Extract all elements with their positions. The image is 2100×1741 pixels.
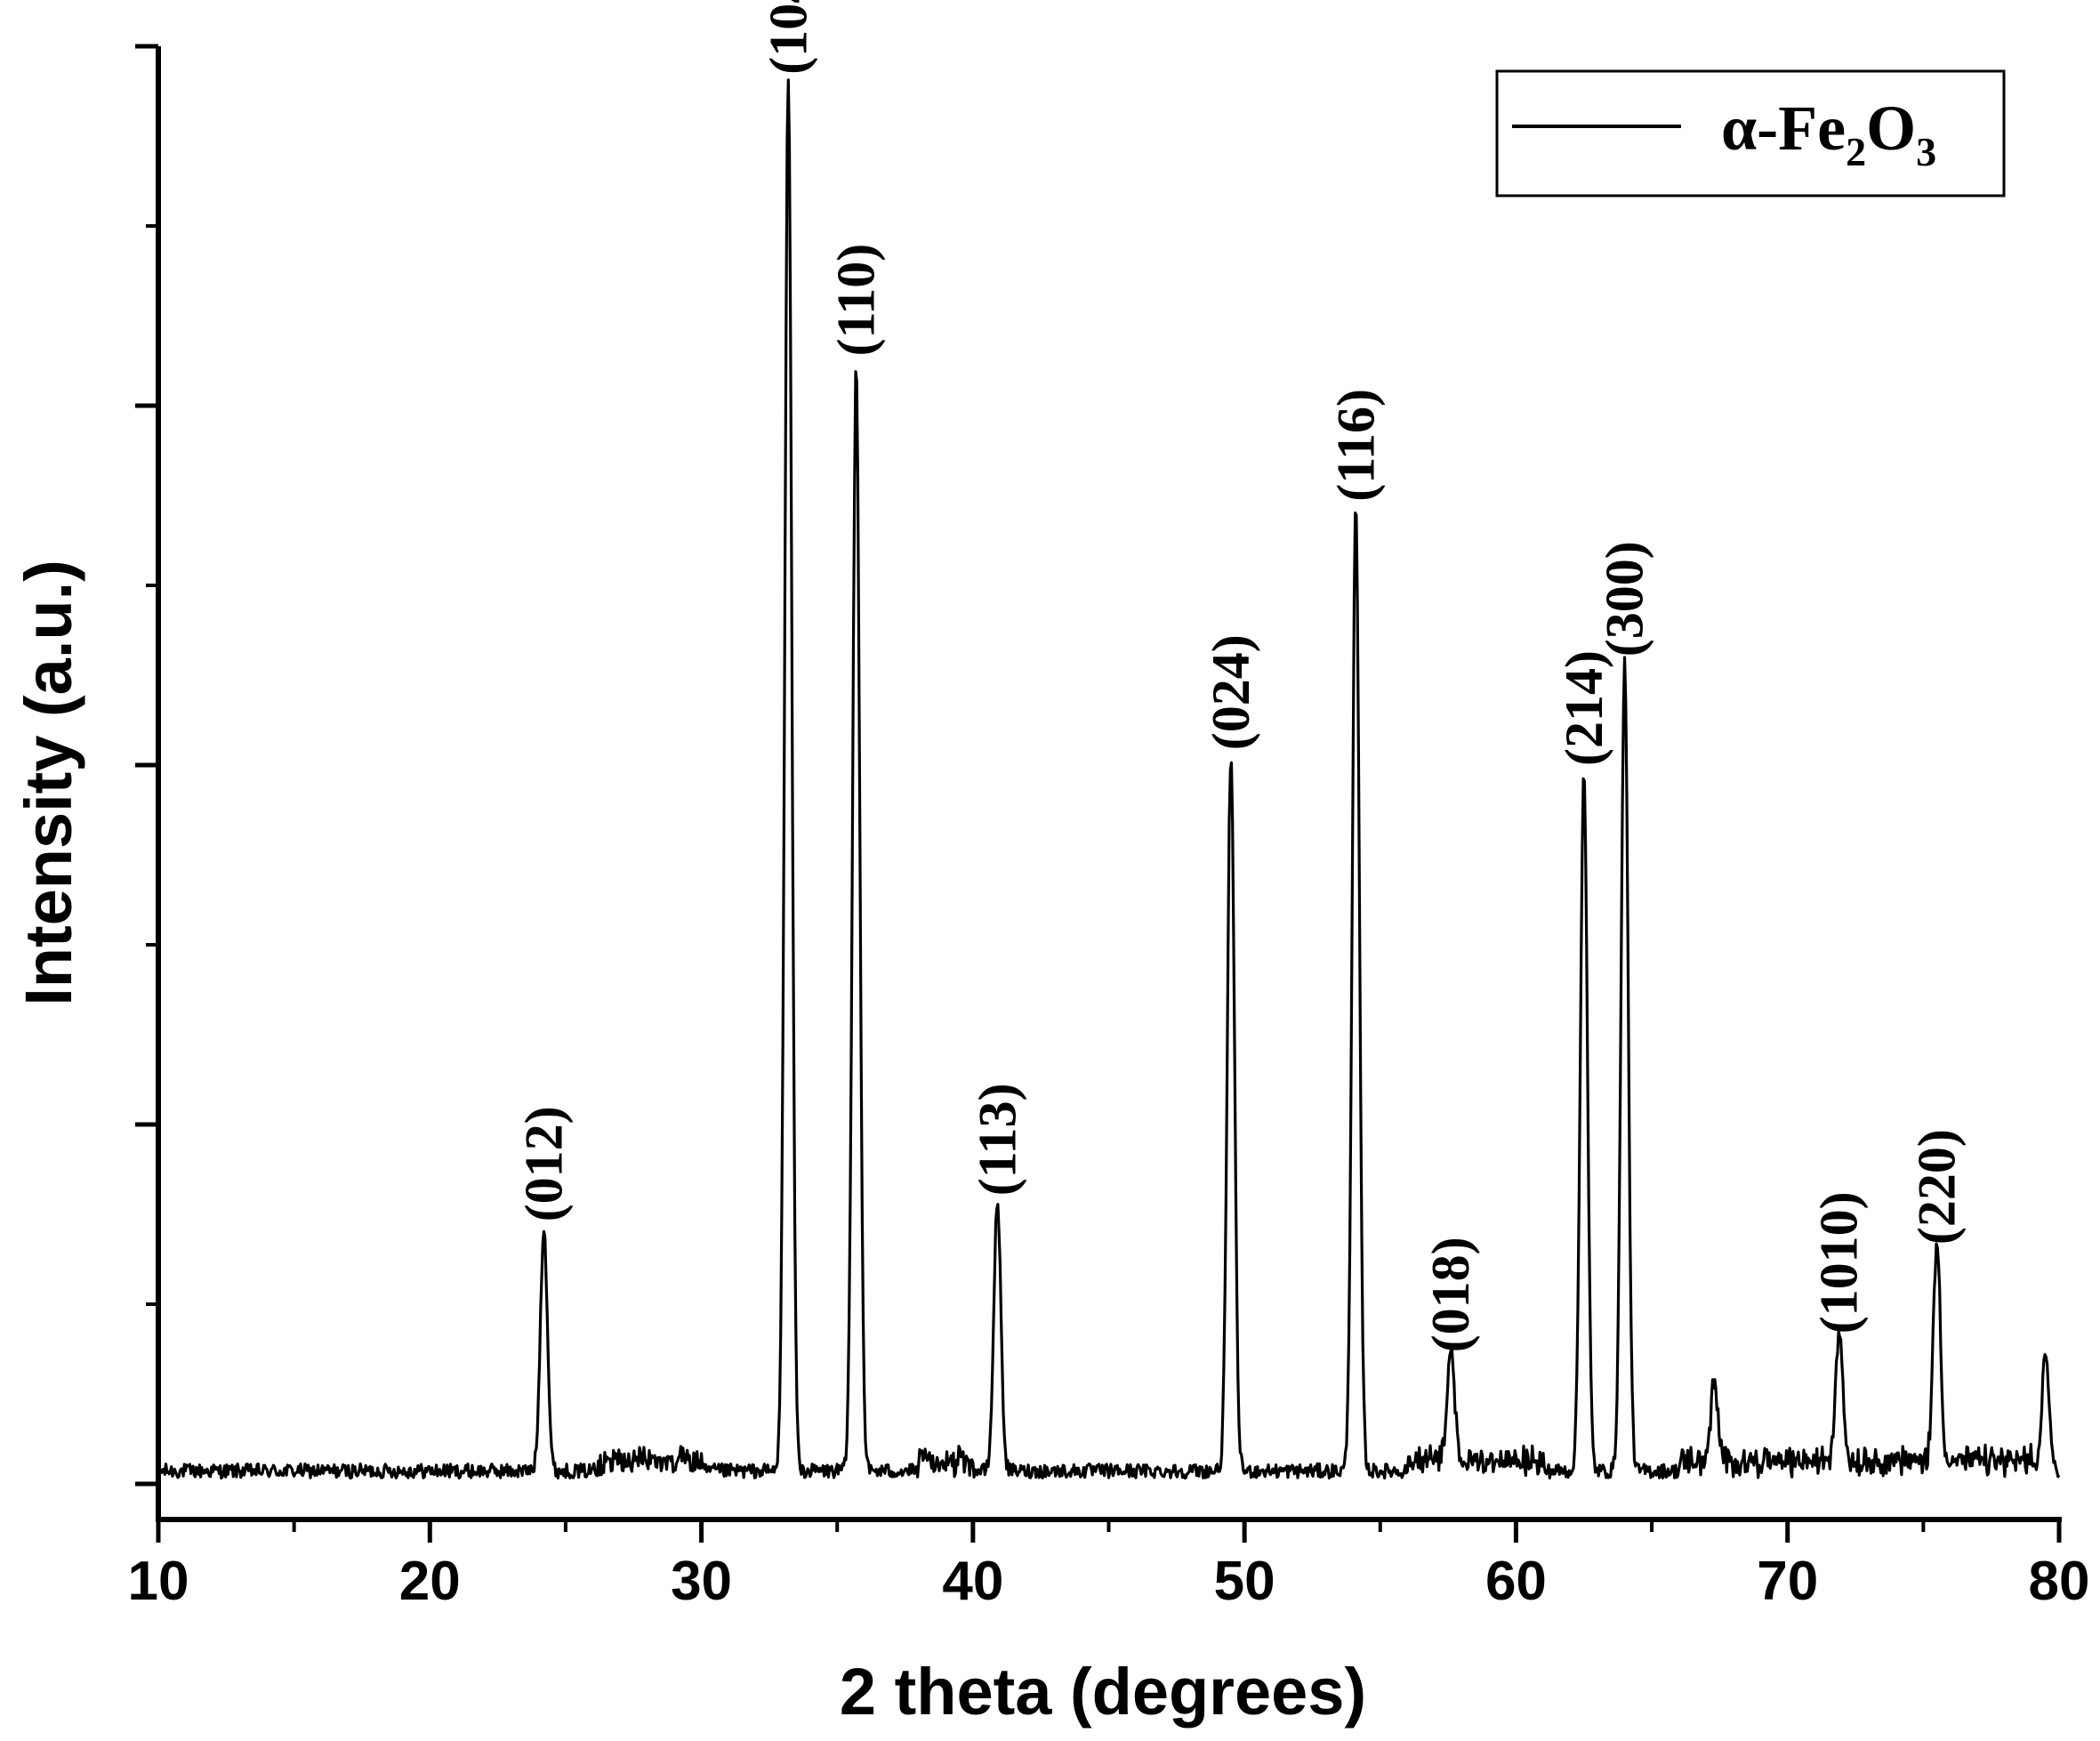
peak-label: (214) [1555,650,1613,766]
peak-label: (012) [515,1106,574,1221]
x-tick-label: 60 [1485,1551,1547,1612]
plot-area: 10 20 30 40 50 60 70 80 (012) (104) (110) (113) (024… [128,0,2090,1612]
x-tick-label: 20 [399,1551,461,1612]
legend-box [1495,69,2006,197]
x-tick-label: 40 [942,1551,1003,1612]
peak-label: (300) [1596,541,1654,657]
legend-label-sub: 3 [1916,129,1936,174]
y-axis-title: Intensity (a.u.) [12,560,85,1006]
x-tick-label: 50 [1214,1551,1275,1612]
x-tick-label: 70 [1757,1551,1818,1612]
peak-label: (220) [1908,1129,1967,1245]
x-tick-label: 10 [128,1551,189,1612]
x-axis-title: 2 theta (degrees) [840,1655,1366,1729]
legend: α-Fe2O3 [1495,69,2006,197]
legend-label-part: O [1866,93,1916,164]
legend-label: α-Fe2O3 [1721,93,1936,174]
legend-label-sub: 2 [1846,129,1866,174]
peak-label: (113) [968,1084,1026,1197]
x-tick-label: 30 [671,1551,732,1612]
x-tick-label: 80 [2029,1551,2090,1612]
peak-label: (024) [1202,634,1260,750]
legend-label-part: α-Fe [1721,93,1846,164]
peak-label: (1010) [1810,1191,1869,1334]
peak-label: (110) [827,244,886,357]
peak-label: (104) [759,0,817,75]
xrd-pattern-line [157,78,2061,1480]
peak-label: (116) [1326,389,1385,502]
peak-label: (018) [1421,1237,1480,1352]
